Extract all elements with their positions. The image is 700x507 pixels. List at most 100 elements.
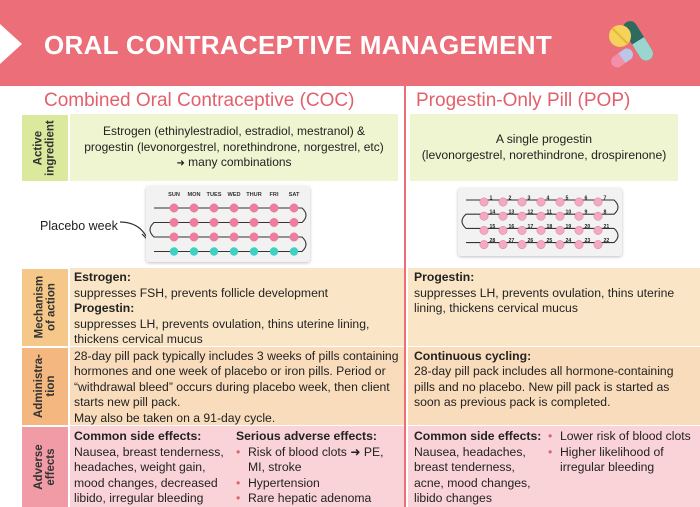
pop-continuous-heading: Continuous cycling: [414,349,532,363]
hormone-pill [169,218,179,227]
placebo-pill [289,247,299,256]
placebo-pill [269,247,279,256]
pop-progestin-text: suppresses LH, prevents ovulation, thins… [414,285,675,316]
coc-mechanism: Estrogen: suppresses FSH, prevents folli… [70,268,404,346]
hormone-pill [169,232,179,242]
hormone-pill [209,232,219,242]
coc-serious-heading: Serious adverse effects: [236,429,377,443]
day-label: WED [227,192,240,198]
placebo-pill [169,247,179,256]
pill-day-number: 10 [566,210,572,216]
coc-progestin-text: suppresses LH, prevents ovulation, thins… [74,316,370,347]
hormone-pill [555,240,565,249]
pill-day-number: 18 [547,224,553,230]
pop-common-text: Nausea, headaches, breast tenderness, ac… [414,444,531,506]
pop-ingredient-line1: A single progestin [495,131,593,146]
hormone-pill [479,211,489,221]
pill-day-number: 1 [490,196,493,202]
hormone-pill [536,226,546,235]
coc-serious-effects: Serious adverse effects: Risk of blood c… [236,429,402,507]
pill-day-number: 13 [509,210,515,216]
hormone-pill [536,240,546,249]
hormone-pill [517,240,527,249]
pill-day-number: 22 [604,238,610,244]
list-item: Lower risk of blood clots [548,429,696,445]
pill-day-number: 25 [547,238,553,244]
coc-serious-list: Risk of blood clots ➜ PE, MI, stroke Hyp… [236,445,402,507]
hormone-pill [517,226,527,235]
coc-administration: 28-day pill pack typically includes 3 we… [70,347,404,425]
placebo-week-label: Placebo week [40,219,118,233]
hormone-pill [574,240,584,249]
hormone-pill [536,211,546,221]
hormone-pill [229,232,239,242]
hormone-pill [479,197,489,207]
hormone-pill [249,203,259,213]
hormone-pill [289,218,299,227]
pill-day-number: 16 [509,224,515,230]
coc-estrogen-text: suppresses FSH, prevents follicle develo… [74,285,329,300]
pill-day-number: 19 [566,224,572,230]
hormone-pill [479,226,489,235]
page-title: ORAL CONTRACEPTIVE MANAGEMENT [44,30,553,60]
hormone-pill [189,218,199,227]
list-item: Hypertension [236,476,402,492]
placebo-pill [249,247,259,256]
pill-day-number: 9 [585,210,588,216]
pill-day-number: 17 [528,224,534,230]
hormone-pill [517,211,527,221]
pop-adverse: Common side effects: Nausea, headaches, … [408,426,700,507]
coc-administration-cycle: May also be taken on a 91-day cycle. [74,410,276,425]
coc-column-title: Combined Oral Contraceptive (COC) [44,90,355,111]
coc-adverse: Common side effects: Nausea, breast tend… [70,426,404,507]
pill-day-number: 26 [528,238,534,244]
pill-day-number: 23 [585,238,591,244]
hormone-pill [498,211,508,221]
pill-day-number: 8 [604,210,607,216]
header-notch [0,24,22,64]
pill-day-number: 15 [490,224,496,230]
pop-mechanism: Progestin: suppresses LH, prevents ovula… [408,268,700,346]
pills-icon [609,21,654,68]
pop-active-ingredient: A single progestin (levonorgestrel, nore… [410,114,678,181]
pop-progestin-heading: Progestin: [414,270,475,284]
column-divider [404,86,406,507]
day-label: SAT [289,192,300,198]
coc-estrogen-heading: Estrogen: [74,270,131,284]
list-item: Higher likelihood of irregular bleeding [548,445,696,476]
coc-administration-text: 28-day pill pack typically includes 3 we… [74,349,399,410]
coc-ingredient-line2: progestin (levonorgestrel, norethindrone… [84,139,384,154]
hormone-pill [229,203,239,213]
list-item: Risk of blood clots ➜ PE, MI, stroke [236,445,402,476]
hormone-pill [593,226,603,235]
coc-ingredient-line1: Estrogen (ethinylestradiol, estradiol, m… [102,124,366,139]
arrow-icon: ➜ [176,157,185,169]
pop-common-heading: Common side effects: [414,429,542,443]
coc-pill-pack: SUN MON TUES WED THUR FRI SAT [146,186,310,262]
hormone-pill [574,211,584,221]
row-label-adverse: Adverse effects [22,426,68,507]
row-label-administration: Administra- tion [22,347,68,425]
pill-day-number: 21 [604,224,610,230]
pill-day-number: 12 [528,210,534,216]
day-label: THUR [246,192,262,198]
coc-common-text: Nausea, breast tenderness, headaches, we… [74,444,224,506]
list-item: Rare hepatic adenoma [236,491,402,507]
hormone-pill [555,211,565,221]
pill-day-number: 24 [566,238,572,244]
hormone-pill [229,218,239,227]
pop-ingredient-line2: (levonorgestrel, norethindrone, drospire… [421,147,667,162]
hormone-pill [269,203,279,213]
pill-day-number: 20 [585,224,591,230]
coc-active-ingredient: Estrogen (ethinylestradiol, estradiol, m… [70,114,398,181]
hormone-pill [536,197,546,207]
hormone-pill [289,203,299,213]
hormone-pill [574,226,584,235]
hormone-pill [498,226,508,235]
hormone-pill [593,197,603,207]
hormone-pill [209,218,219,227]
placebo-pill [189,247,199,256]
hormone-pill [517,197,527,207]
hormone-pill [555,197,565,207]
